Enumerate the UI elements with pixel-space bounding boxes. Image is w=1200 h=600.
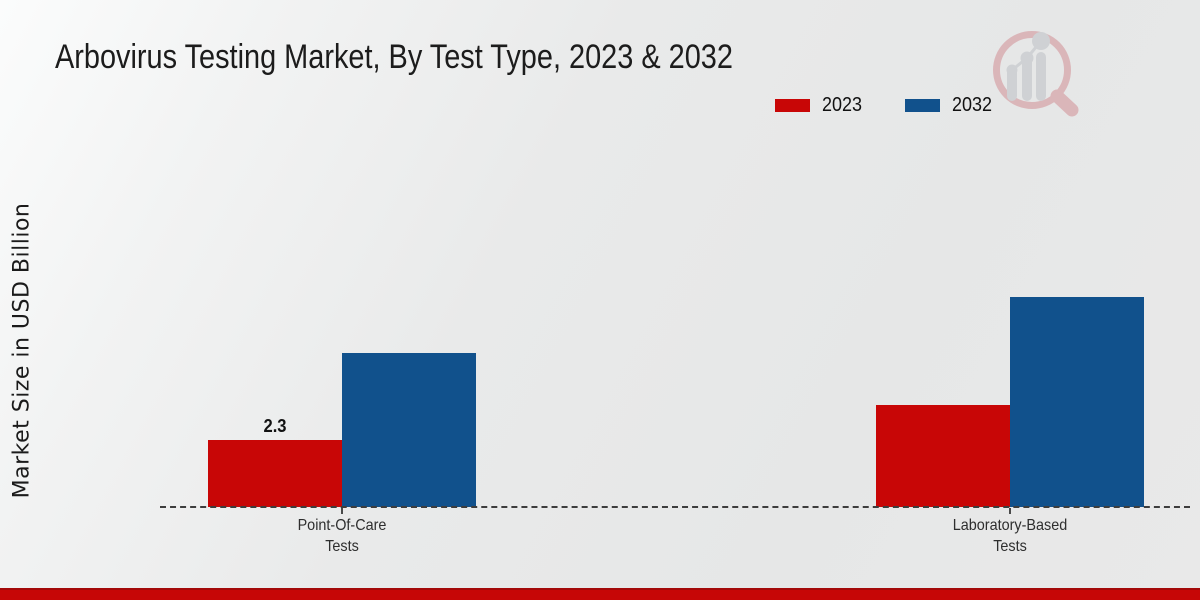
x-axis-tick-1 [1009,508,1011,514]
legend-swatch-2032 [904,99,940,112]
category-label-laboratory-based-tests: Laboratory-Based Tests [952,517,1068,555]
legend-label-2032: 2032 [951,94,992,116]
bar-trend-icon [1006,32,1050,101]
category-label-point-of-care-tests: Point-Of-Care Tests [297,517,387,555]
x-axis-tick-0 [341,508,343,514]
legend: 2023 2032 [775,94,996,117]
legend-item-2032: 2032 [904,94,997,117]
magnifier-icon [993,31,1079,117]
y-axis-label: Market Size in USD Billion [9,202,35,499]
legend-item-2023: 2023 [775,94,867,117]
page-title: Arbovirus Testing Market, By Test Type, … [55,38,733,76]
bar-2032-laboratory-based-tests [1010,297,1144,507]
legend-swatch-2023 [775,99,810,112]
footer-accent-bar [0,588,1200,600]
legend-label-2023: 2023 [822,94,863,116]
bar-2023-point-of-care-tests [208,440,342,507]
bar-2023-laboratory-based-tests [876,405,1010,507]
bar-2032-point-of-care-tests [342,353,476,507]
brand-logo-watermark [993,31,1079,117]
x-axis-baseline [160,506,1190,508]
bar-value-label-2023-0: 2.3 [263,416,287,436]
